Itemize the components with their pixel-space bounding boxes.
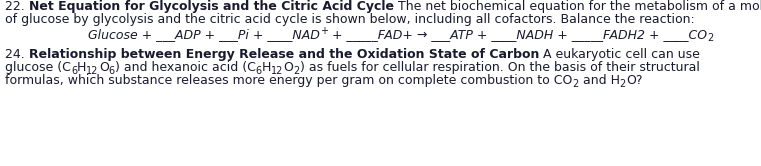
Text: 2: 2 — [619, 79, 626, 89]
Text: +: + — [320, 27, 328, 37]
Text: O: O — [99, 61, 109, 74]
Text: 2: 2 — [707, 33, 713, 43]
Text: Glucose + ___ADP + ___Pi + ____NAD: Glucose + ___ADP + ___Pi + ____NAD — [88, 28, 320, 41]
Text: + _____FAD+ → ___ATP + ____NADH + _____FADH2 + ____CO: + _____FAD+ → ___ATP + ____NADH + _____F… — [328, 28, 707, 41]
Text: 6: 6 — [256, 66, 262, 76]
Text: O: O — [284, 61, 294, 74]
Text: 12: 12 — [271, 66, 284, 76]
Text: O?: O? — [626, 74, 642, 87]
Text: A eukaryotic cell can use: A eukaryotic cell can use — [539, 48, 700, 61]
Text: 12: 12 — [87, 66, 99, 76]
Text: The net biochemical equation for the metabolism of a molecule: The net biochemical equation for the met… — [393, 0, 761, 13]
Text: 6: 6 — [109, 66, 115, 76]
Text: glucose (C: glucose (C — [5, 61, 71, 74]
Text: ) and hexanoic acid (C: ) and hexanoic acid (C — [115, 61, 256, 74]
Text: 2: 2 — [572, 79, 578, 89]
Text: ) as fuels for cellular respiration. On the basis of their structural: ) as fuels for cellular respiration. On … — [300, 61, 699, 74]
Text: 22.: 22. — [5, 0, 29, 13]
Text: of glucose by glycolysis and the citric acid cycle is shown below, including all: of glucose by glycolysis and the citric … — [5, 13, 695, 26]
Text: H: H — [77, 61, 87, 74]
Text: Net Equation for Glycolysis and the Citric Acid Cycle: Net Equation for Glycolysis and the Citr… — [29, 0, 393, 13]
Text: 2: 2 — [294, 66, 300, 76]
Text: formulas, which substance releases more energy per gram on complete combustion t: formulas, which substance releases more … — [5, 74, 572, 87]
Text: 24.: 24. — [5, 48, 29, 61]
Text: and H: and H — [578, 74, 619, 87]
Text: H: H — [262, 61, 271, 74]
Text: Relationship between Energy Release and the Oxidation State of Carbon: Relationship between Energy Release and … — [29, 48, 539, 61]
Text: 6: 6 — [71, 66, 77, 76]
